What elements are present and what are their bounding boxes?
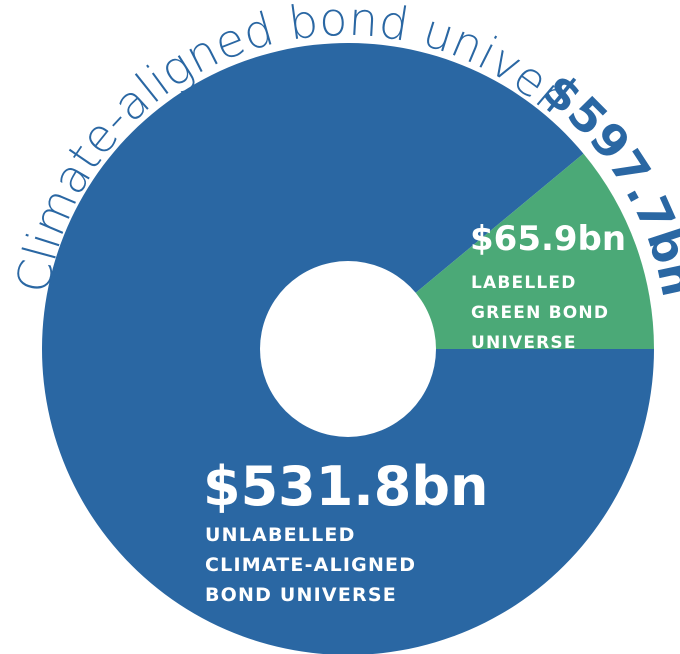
unlabelled-label-line-3: BOND UNIVERSE [205,584,397,606]
donut-hole [260,261,436,437]
unlabelled-label-line-1: UNLABELLED [205,524,356,546]
unlabelled-label-line-2: CLIMATE-ALIGNED [205,554,416,576]
unlabelled-value-label: $531.8bn [203,455,488,518]
labelled-label-line-3: UNIVERSE [471,333,577,353]
labelled-value-label: $65.9bn [470,219,626,259]
slice-labelled [348,153,654,349]
labelled-label-line-1: LABELLED [471,273,577,293]
labelled-label-line-2: GREEN BOND [471,303,609,323]
